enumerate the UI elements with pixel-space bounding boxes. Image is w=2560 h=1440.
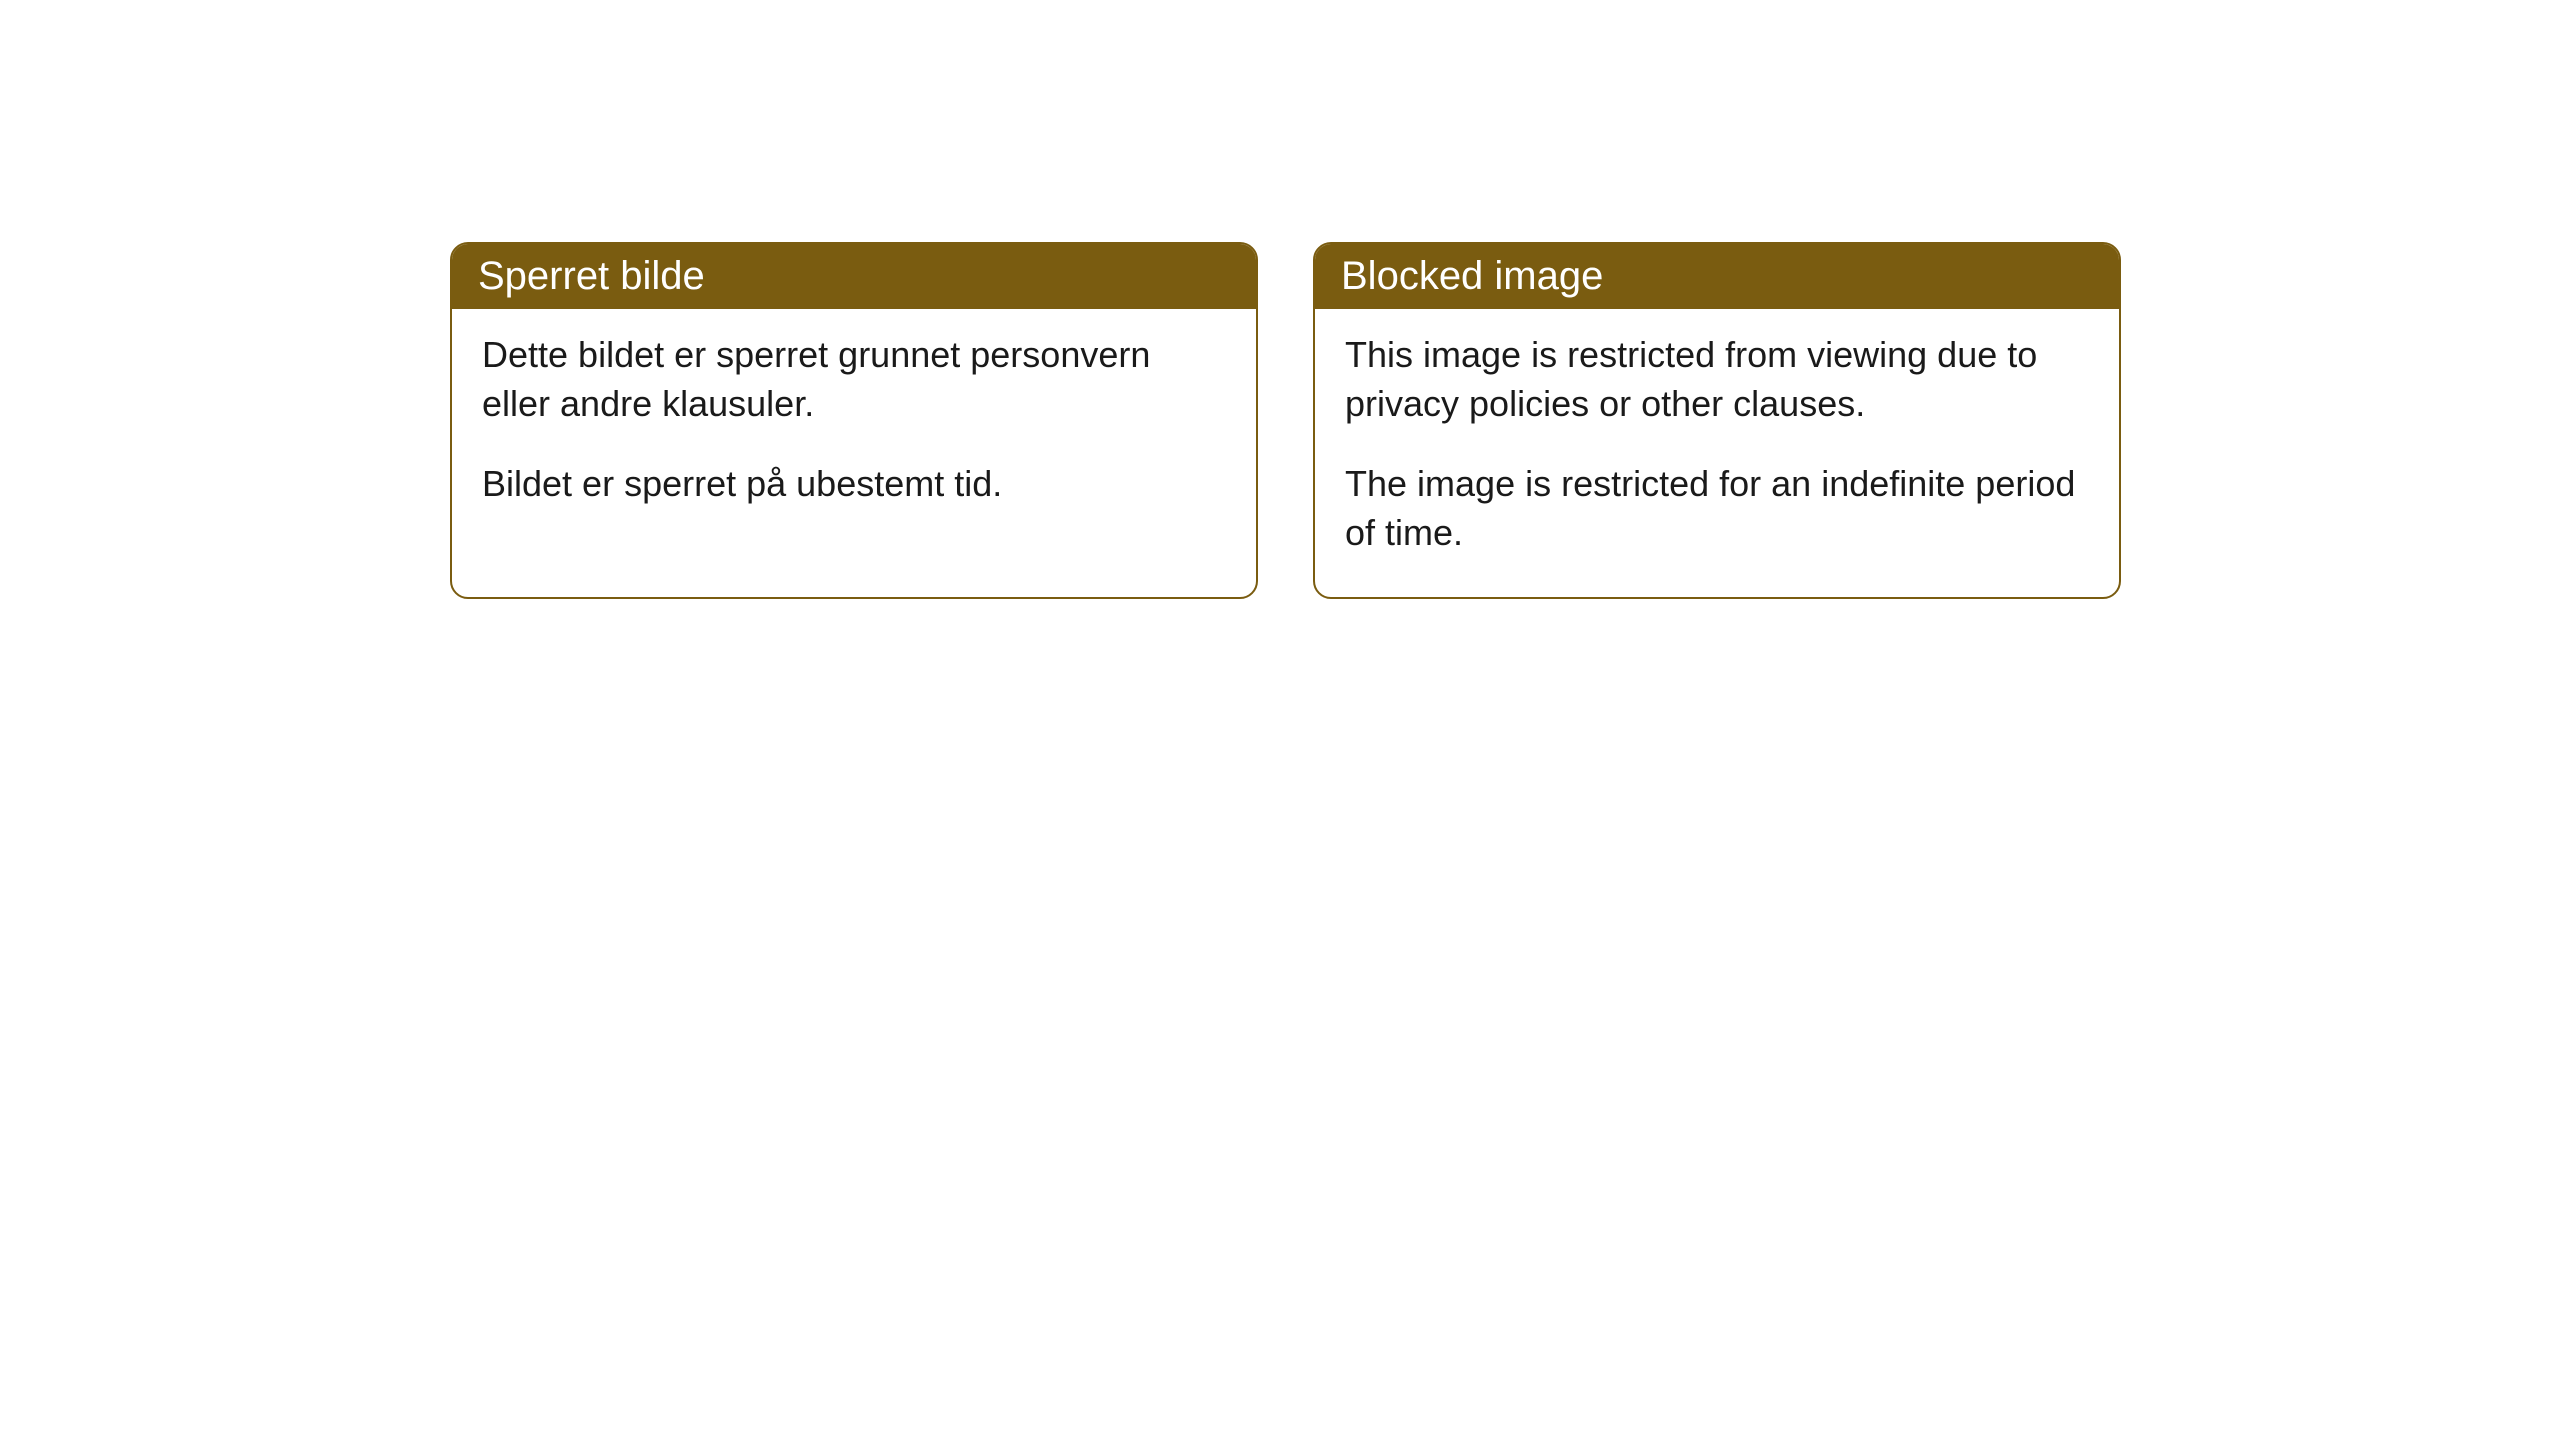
card-paragraph: The image is restricted for an indefinit…: [1345, 460, 2089, 557]
card-header: Sperret bilde: [452, 244, 1256, 309]
card-title: Blocked image: [1341, 254, 1603, 298]
blocked-image-card-norwegian: Sperret bilde Dette bildet er sperret gr…: [450, 242, 1258, 599]
card-body: Dette bildet er sperret grunnet personve…: [452, 309, 1256, 549]
card-header: Blocked image: [1315, 244, 2119, 309]
notice-cards-container: Sperret bilde Dette bildet er sperret gr…: [450, 242, 2121, 599]
blocked-image-card-english: Blocked image This image is restricted f…: [1313, 242, 2121, 599]
card-paragraph: This image is restricted from viewing du…: [1345, 331, 2089, 428]
card-body: This image is restricted from viewing du…: [1315, 309, 2119, 597]
card-title: Sperret bilde: [478, 254, 705, 298]
card-paragraph: Dette bildet er sperret grunnet personve…: [482, 331, 1226, 428]
card-paragraph: Bildet er sperret på ubestemt tid.: [482, 460, 1226, 509]
